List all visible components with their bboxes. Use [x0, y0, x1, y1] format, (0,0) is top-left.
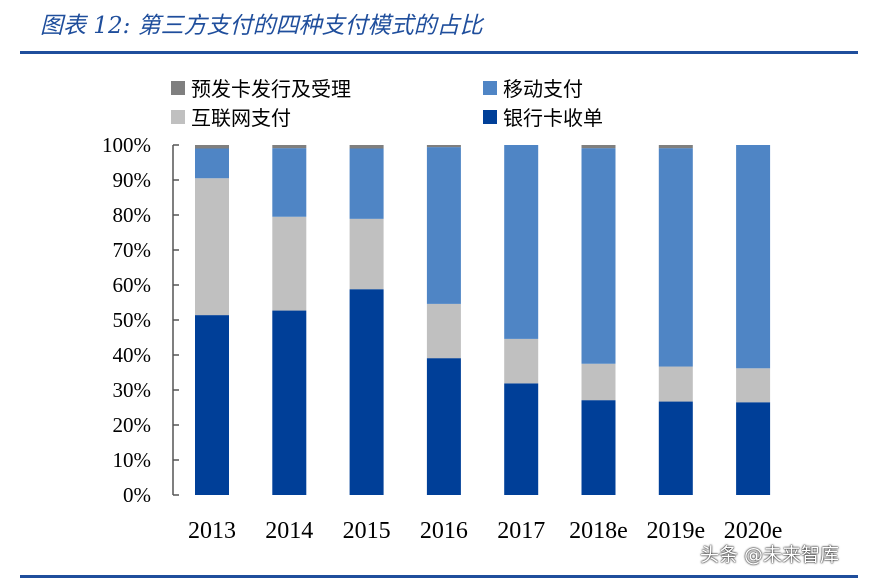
bar-segment — [272, 216, 307, 311]
legend-swatch — [171, 110, 185, 124]
x-tick-label: 2019e — [646, 518, 705, 544]
y-tick-label: 70% — [113, 238, 152, 262]
bar-segment — [736, 368, 771, 403]
bar-segment — [736, 402, 771, 495]
bar-segment — [658, 148, 693, 367]
bar-segment — [272, 148, 307, 217]
x-tick-label: 2013 — [188, 518, 236, 544]
x-tick-label: 2017 — [497, 518, 545, 544]
x-tick-label: 2015 — [343, 518, 391, 544]
legend-label: 预发卡发行及受理 — [191, 77, 351, 101]
y-tick-label: 50% — [113, 308, 152, 332]
watermark: 头条 @未来智库 — [700, 544, 840, 566]
x-tick-label: 2020e — [724, 518, 783, 544]
bar-segment — [581, 363, 616, 401]
bar-segment — [504, 383, 539, 495]
bar-segment — [504, 145, 539, 339]
y-tick-label: 30% — [113, 378, 152, 402]
bar-segment — [658, 401, 693, 495]
x-tick-label: 2016 — [420, 518, 468, 544]
bar-segment — [195, 148, 229, 179]
bar-segment — [658, 366, 693, 402]
bar-segment — [426, 303, 461, 359]
y-tick-label: 40% — [113, 343, 152, 367]
legend-label: 移动支付 — [503, 77, 583, 101]
bar-segment — [349, 218, 384, 290]
bar-segment — [504, 338, 539, 384]
bar-segment — [426, 358, 461, 495]
bottom-divider — [20, 575, 858, 578]
bar-segment — [736, 145, 771, 369]
bar-segment — [195, 178, 229, 316]
legend-swatch — [171, 81, 185, 95]
bar-segment — [272, 310, 307, 495]
bar-segment — [349, 145, 384, 149]
y-tick-label: 90% — [113, 168, 152, 192]
bar-segment — [581, 148, 616, 364]
bar-segment — [658, 145, 693, 149]
bar-segment — [426, 145, 461, 148]
bar-segment — [581, 400, 616, 495]
y-tick-label: 20% — [113, 413, 152, 437]
legend-label: 银行卡收单 — [503, 106, 603, 130]
y-tick-label: 80% — [113, 203, 152, 227]
y-tick-label: 60% — [113, 273, 152, 297]
y-tick-label: 0% — [123, 483, 151, 507]
x-tick-label: 2014 — [265, 518, 313, 544]
bar-segment — [349, 289, 384, 495]
bar-segment — [195, 315, 229, 495]
x-tick-label: 2018e — [569, 518, 628, 544]
y-tick-label: 100% — [102, 133, 151, 157]
figure-title: 图表 12: 第三方支付的四种支付模式的占比 — [40, 13, 483, 39]
bar-segment — [426, 147, 461, 304]
bar-segment — [581, 145, 616, 149]
bar-segment — [349, 148, 384, 219]
legend-swatch — [483, 110, 497, 124]
legend-label: 互联网支付 — [191, 106, 291, 130]
bar-segment — [272, 145, 307, 149]
title-divider — [20, 51, 858, 54]
y-tick-label: 10% — [113, 448, 152, 472]
legend-swatch — [483, 81, 497, 95]
bar-segment — [195, 145, 229, 149]
